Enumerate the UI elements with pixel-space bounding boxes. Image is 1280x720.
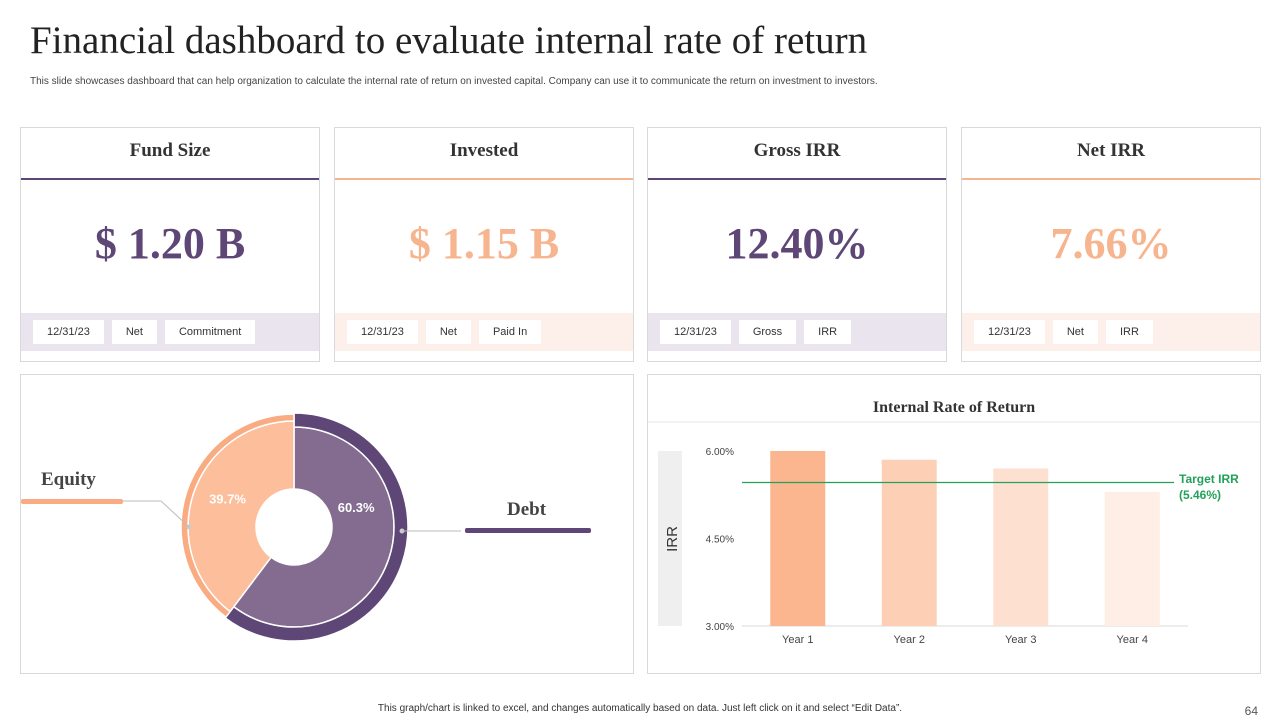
kpi-divider [962,178,1260,180]
kpi-title: Fund Size [129,140,211,161]
kpi-card-invested: Invested $ 1.15 B 12/31/23 Net Paid In [334,127,634,362]
kpi-title: Invested [449,140,519,161]
kpi-value: 7.66% [1050,219,1172,268]
kpi-value: 12.40% [725,219,869,268]
donut-data-label-debt: 60.3% [338,500,375,515]
kpi-card-net-irr: Net IRR 7.66% 12/31/23 Net IRR [961,127,1261,362]
x-tick-label: Year 1 [782,634,813,646]
kpi-title: Net IRR [1076,140,1146,161]
footer-note: This graph/chart is linked to excel, and… [377,703,903,714]
bar-year-2 [881,459,937,626]
kpi-title: Gross IRR [753,140,841,161]
y-tick-label: 4.50% [706,535,734,546]
kpi-card-fund-size: Fund Size $ 1.20 B 12/31/23 Net Commitme… [20,127,320,362]
kpi-value: $ 1.20 B [94,219,246,268]
donut-chart: 60.3% 39.7% Equity Debt [21,412,591,642]
bar-year-4 [1104,491,1160,626]
kpi-tag-date: 12/31/23 [660,320,731,344]
bar-year-1 [770,451,826,626]
target-irr-value-label: (5.46%) [1179,488,1221,502]
kpi-tag-band: 12/31/23 Net IRR [962,313,1260,351]
kpi-divider [21,178,319,180]
kpi-tag-metric: IRR [1105,320,1153,344]
donut-ring-debt [224,412,409,642]
kpi-tag-date: 12/31/23 [33,320,104,344]
y-tick-label: 3.00% [706,622,734,633]
irr-bar-chart-panel: Internal Rate of Return IRR 3.00% 4.50% 6.… [647,374,1261,674]
equity-connector-line [121,500,190,528]
x-tick-label: Year 2 [894,634,925,646]
kpi-tag-band: 12/31/23 Gross IRR [648,313,946,351]
kpi-divider [648,178,946,180]
page-number: 64 [1244,704,1258,718]
kpi-value: $ 1.15 B [408,219,560,268]
kpi-tag-date: 12/31/23 [974,320,1045,344]
page-subtitle: This slide showcases dashboard that can … [30,76,878,87]
target-irr-label: Target IRR [1179,472,1239,486]
kpi-divider [335,178,633,180]
equity-legend-label: Equity [41,469,96,490]
kpi-tag-metric: Commitment [164,320,256,344]
kpi-tag-band: 12/31/23 Net Paid In [335,313,633,351]
kpi-tag-type: Net [1052,320,1098,344]
kpi-card-gross-irr: Gross IRR 12.40% 12/31/23 Gross IRR [647,127,947,362]
y-axis-label: IRR [664,526,681,552]
kpi-tag-metric: Paid In [478,320,542,344]
y-axis-label-band [658,451,682,626]
kpi-tag-type: Gross [738,320,797,344]
equity-legend-bar [21,499,123,504]
kpi-tag-type: Net [111,320,157,344]
x-tick-label: Year 3 [1005,634,1036,646]
bar-year-3 [993,468,1049,626]
kpi-tag-band: 12/31/23 Net Commitment [21,313,319,351]
page-title: Financial dashboard to evaluate internal… [30,19,868,62]
donut-data-label-equity: 39.7% [209,491,246,506]
irr-bar-chart: Internal Rate of Return IRR 3.00% 4.50% 6.… [648,399,1260,646]
y-tick-label: 6.00% [706,447,734,458]
debt-legend-bar [465,528,591,533]
donut-chart-panel: 60.3% 39.7% Equity Debt [20,374,634,674]
bar-chart-title: Internal Rate of Return [873,399,1035,416]
kpi-tag-metric: IRR [804,320,852,344]
kpi-tag-type: Net [425,320,471,344]
donut-ring-equity [180,413,295,619]
x-tick-label: Year 4 [1117,634,1148,646]
debt-legend-label: Debt [507,499,547,520]
kpi-tag-date: 12/31/23 [347,320,418,344]
